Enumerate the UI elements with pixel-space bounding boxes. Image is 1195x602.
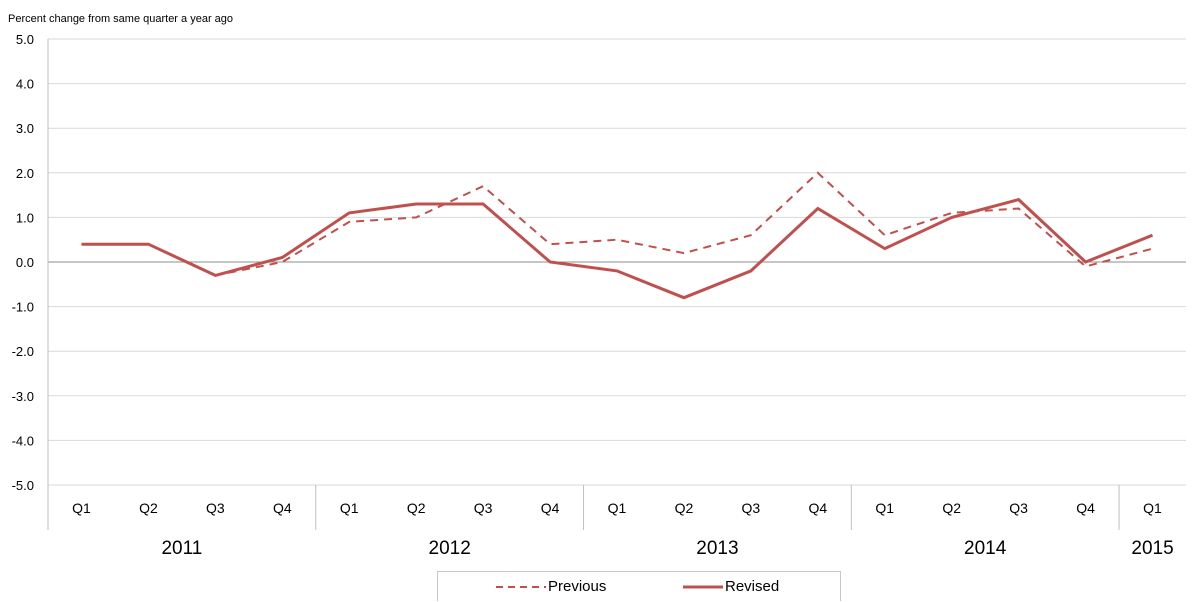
x-year-label: 2015 [1131,538,1173,559]
y-tick-label: 3.0 [16,121,34,136]
x-tick-label: Q2 [139,500,158,516]
x-tick-label: Q2 [675,500,694,516]
x-tick-label: Q1 [72,500,91,516]
x-tick-label: Q1 [340,500,359,516]
y-tick-label: -5.0 [12,478,34,493]
x-year-label: 2013 [696,538,738,559]
y-tick-label: 0.0 [16,255,34,270]
series-line-previous [82,173,1153,276]
x-tick-label: Q1 [1143,500,1162,516]
x-tick-label: Q1 [608,500,627,516]
x-tick-label: Q4 [273,500,292,516]
y-tick-label: 4.0 [16,77,34,92]
x-tick-label: Q4 [1076,500,1095,516]
y-tick-label: 2.0 [16,166,34,181]
x-year-label: 2014 [964,538,1007,559]
x-tick-label: Q3 [474,500,493,516]
y-tick-label: 5.0 [16,32,34,47]
y-tick-label: 1.0 [16,210,34,225]
legend: Previous Revised [437,571,841,601]
x-tick-label: Q2 [407,500,426,516]
x-tick-label: Q4 [808,500,827,516]
y-tick-label: -4.0 [12,433,34,448]
legend-revised-label: Revised [725,578,779,595]
y-tick-label: -3.0 [12,389,34,404]
x-tick-label: Q3 [206,500,225,516]
axis-labels: 5.0 4.0 3.0 2.0 1.0 0.0 -1.0 -2.0 -3.0 -4.0 -5.0 20… [12,32,1174,559]
y-tick-label: -2.0 [12,344,34,359]
x-tick-label: Q3 [742,500,761,516]
y-tick-label: -1.0 [12,300,34,315]
x-year-label: 2011 [161,538,202,559]
x-year-label: 2012 [429,538,471,559]
x-tick-label: Q1 [875,500,894,516]
x-tick-label: Q4 [541,500,560,516]
series-lines [81,173,1152,298]
series-line-revised [82,200,1153,298]
legend-previous-label: Previous [548,578,606,595]
x-tick-label: Q2 [942,500,961,516]
axes [48,39,1186,530]
x-tick-label: Q3 [1009,500,1028,516]
